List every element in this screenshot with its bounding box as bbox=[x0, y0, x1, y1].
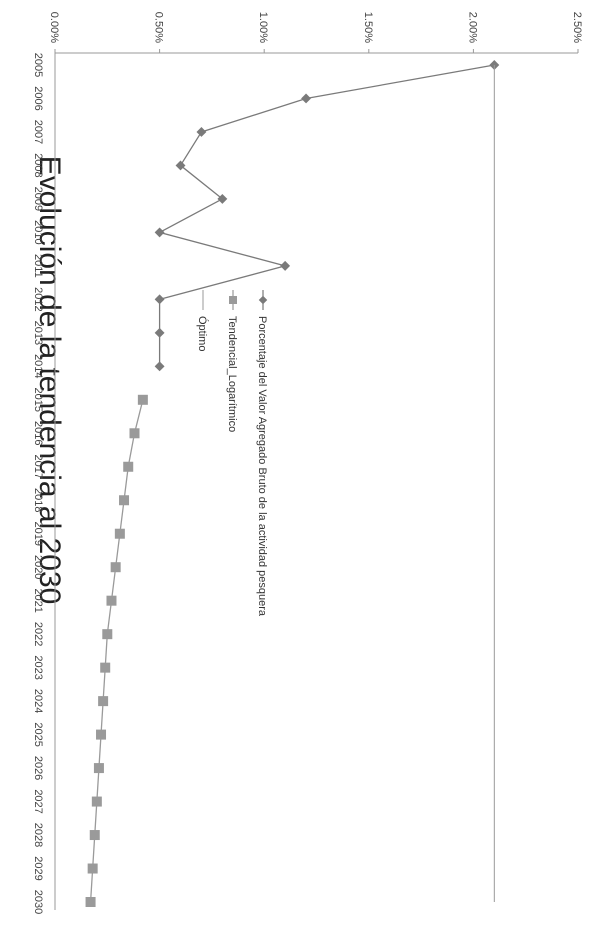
x-tick-label: 2017 bbox=[32, 455, 44, 479]
x-tick-label: 2010 bbox=[32, 220, 44, 244]
chart-title: Evolución de la tendencia al 2030 bbox=[33, 156, 66, 605]
data-point-diamond bbox=[196, 127, 207, 137]
legend: Porcentaje del Valor Agregado Bruto de l… bbox=[196, 290, 268, 617]
x-tick-label: 2029 bbox=[32, 856, 44, 880]
y-tick-label: 0.50% bbox=[153, 12, 165, 43]
y-tick-label: 1.00% bbox=[257, 12, 269, 43]
x-tick-label: 2019 bbox=[32, 521, 44, 545]
legend-item-porcentaje: Porcentaje del Valor Agregado Bruto de l… bbox=[256, 290, 268, 617]
data-point-square bbox=[102, 629, 113, 640]
x-tick-label: 2022 bbox=[32, 622, 44, 646]
x-tick-label: 2009 bbox=[32, 187, 44, 211]
legend-label-tendencial: Tendencial_Logarítmico bbox=[226, 316, 238, 432]
x-tick-label: 2011 bbox=[32, 254, 44, 278]
legend-label-porcentaje: Porcentaje del Valor Agregado Bruto de l… bbox=[256, 316, 268, 617]
data-point-square bbox=[98, 696, 109, 707]
data-point-square bbox=[93, 763, 104, 774]
x-tick-label: 2020 bbox=[32, 555, 44, 579]
x-tick-label: 2030 bbox=[32, 890, 44, 914]
data-point-diamond bbox=[217, 193, 228, 204]
legend-item-tendencial: Tendencial_Logarítmico bbox=[226, 290, 238, 432]
data-point-square bbox=[106, 595, 117, 606]
data-point-diamond bbox=[154, 327, 165, 338]
data-point-square bbox=[87, 863, 98, 874]
x-tick-label: 2018 bbox=[32, 488, 44, 512]
x-tick-label: 2023 bbox=[32, 655, 44, 679]
x-tick-label: 2012 bbox=[32, 287, 44, 311]
data-point-diamond bbox=[301, 93, 311, 104]
x-tick-label: 2014 bbox=[32, 354, 44, 378]
data-point-square bbox=[110, 562, 121, 573]
data-point-square bbox=[123, 461, 134, 472]
data-point-square bbox=[89, 830, 100, 841]
data-point-diamond bbox=[280, 260, 291, 271]
x-tick-label: 2008 bbox=[32, 153, 44, 177]
y-tick-label: 0.00% bbox=[48, 12, 60, 43]
x-tick-label: 2027 bbox=[32, 789, 44, 813]
data-point-square bbox=[129, 428, 140, 439]
x-tick-label: 2025 bbox=[32, 722, 44, 746]
y-tick-labels: 0.00% 0.50% 1.00% 1.50% 2.00% 2.50% bbox=[48, 12, 583, 53]
x-tick-label: 2024 bbox=[32, 689, 44, 713]
data-point-diamond bbox=[154, 294, 165, 305]
rotated-chart-group: Evolución de la tendencia al 2030 0.00% 0… bbox=[32, 12, 583, 914]
y-tick-label: 1.50% bbox=[362, 12, 374, 43]
data-point-square bbox=[119, 495, 130, 506]
x-tick-label: 2026 bbox=[32, 756, 44, 780]
data-point-square bbox=[100, 662, 111, 673]
legend-marker-diamond bbox=[258, 295, 268, 305]
x-tick-labels: 2005 2006 2007 2008 2009 2010 2011 2012 2013 2014… bbox=[32, 53, 44, 914]
y-tick-label: 2.00% bbox=[466, 12, 478, 43]
x-tick-label: 2013 bbox=[32, 321, 44, 345]
data-point-square bbox=[91, 796, 102, 807]
data-point-diamond bbox=[154, 361, 165, 372]
data-point-square bbox=[96, 729, 107, 740]
data-point-square bbox=[85, 897, 96, 907]
x-tick-label: 2007 bbox=[32, 120, 44, 144]
data-point-diamond bbox=[175, 160, 186, 171]
x-tick-label: 2016 bbox=[32, 421, 44, 445]
legend-item-optimo: Óptimo bbox=[196, 290, 209, 351]
legend-marker-square bbox=[229, 296, 237, 304]
data-point-square bbox=[114, 528, 125, 539]
x-tick-label: 2015 bbox=[32, 388, 44, 412]
y-tick-label: 2.50% bbox=[571, 12, 583, 43]
series-line-0 bbox=[157, 64, 495, 367]
series-line-1 bbox=[89, 399, 144, 903]
x-tick-label: 2005 bbox=[32, 53, 44, 77]
x-tick-label: 2021 bbox=[32, 588, 44, 612]
series-layer bbox=[85, 60, 500, 907]
x-tick-label: 2006 bbox=[32, 86, 44, 110]
data-point-square bbox=[137, 394, 148, 405]
data-point-diamond bbox=[154, 227, 165, 238]
legend-label-optimo: Óptimo bbox=[196, 316, 209, 351]
x-tick-label: 2028 bbox=[32, 823, 44, 847]
